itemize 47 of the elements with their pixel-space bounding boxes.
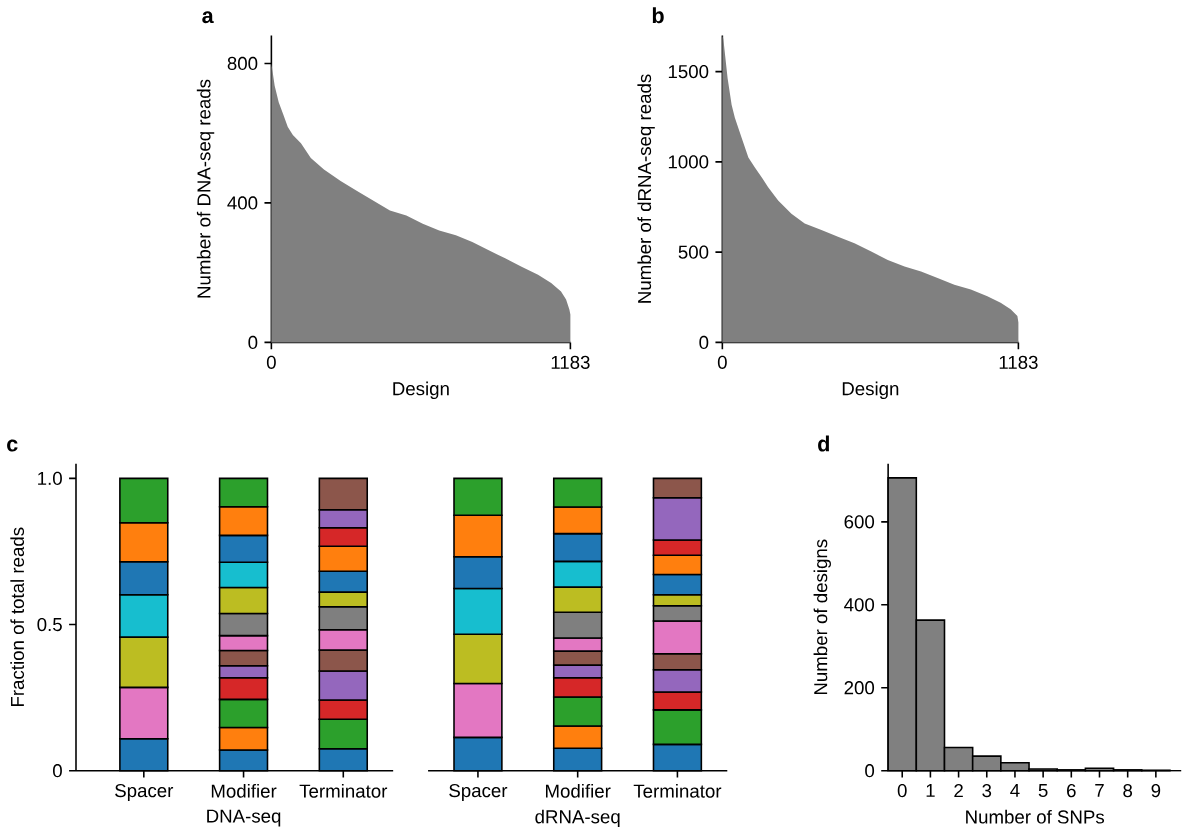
chart-title: b	[652, 7, 664, 24]
y-tick-label: 0.5	[37, 618, 62, 632]
y-tick-label: 400	[227, 196, 258, 210]
y-tick-label: 1000	[668, 155, 709, 169]
x-tick-label: 8	[1123, 784, 1133, 798]
y-tick-label: 0	[865, 764, 875, 778]
x-tick-label: 0	[897, 784, 907, 798]
x-tick-label: 9	[1151, 784, 1161, 798]
x-tick-label: 7	[1095, 784, 1104, 797]
x-axis-title: Design	[842, 381, 899, 400]
x-tick-label: Terminator	[633, 784, 722, 798]
y-tick-label: 600	[844, 515, 875, 529]
y-tick-label: 1.0	[38, 471, 62, 486]
y-tick-label: 1500	[668, 65, 709, 79]
x-axis-title: Number of SNPs	[966, 809, 1105, 824]
y-axis-title: Fraction of total reads	[10, 527, 25, 707]
x-tick-label: Modifier	[211, 784, 277, 798]
y-tick-label: 800	[227, 56, 258, 71]
x-tick-label: 0	[266, 355, 276, 370]
y-axis-title: Number of dRNA-seq reads	[637, 74, 655, 303]
x-tick-label: 1183	[999, 355, 1038, 370]
x-tick-label: 6	[1067, 784, 1076, 798]
chart-title: d	[818, 435, 829, 452]
text: dRNA-seq	[535, 809, 620, 828]
x-tick-label: Modifier	[545, 784, 611, 798]
text: DNA-seq	[207, 809, 281, 827]
chart-title: a	[202, 11, 214, 24]
chart-title: c	[7, 439, 18, 452]
y-tick-label: 0	[699, 335, 709, 350]
x-tick-label: 1183	[551, 355, 590, 370]
x-tick-label: 1	[926, 784, 935, 797]
x-tick-label: Spacer	[449, 784, 508, 801]
x-tick-label: Terminator	[299, 784, 388, 798]
y-tick-label: 0	[53, 764, 62, 778]
x-axis-title: Design	[393, 381, 449, 400]
x-tick-label: 5	[1038, 784, 1048, 798]
x-tick-label: 4	[1010, 784, 1020, 797]
x-tick-label: Spacer	[115, 784, 174, 801]
y-tick-label: 0	[248, 335, 258, 350]
y-tick-label: 200	[844, 681, 875, 695]
y-tick-label: 500	[678, 245, 709, 259]
x-tick-label: 2	[954, 784, 963, 798]
y-axis-title: Number of DNA-seq reads	[196, 79, 215, 298]
x-tick-label: 3	[982, 784, 992, 798]
x-tick-label: 0	[717, 355, 727, 370]
y-tick-label: 400	[844, 598, 875, 612]
y-axis-title: Number of designs	[813, 539, 831, 695]
